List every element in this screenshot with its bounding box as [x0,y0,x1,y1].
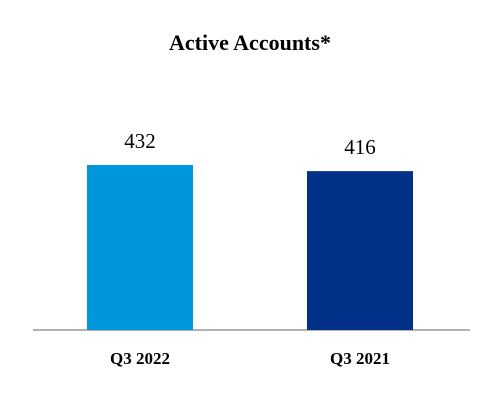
chart-title: Active Accounts* [169,30,331,55]
x-tick-label: Q3 2022 [110,349,170,368]
bar [307,171,413,330]
value-label: 416 [344,135,376,159]
value-label: 432 [124,129,156,153]
x-tick-label: Q3 2021 [330,349,390,368]
bar [87,165,193,330]
